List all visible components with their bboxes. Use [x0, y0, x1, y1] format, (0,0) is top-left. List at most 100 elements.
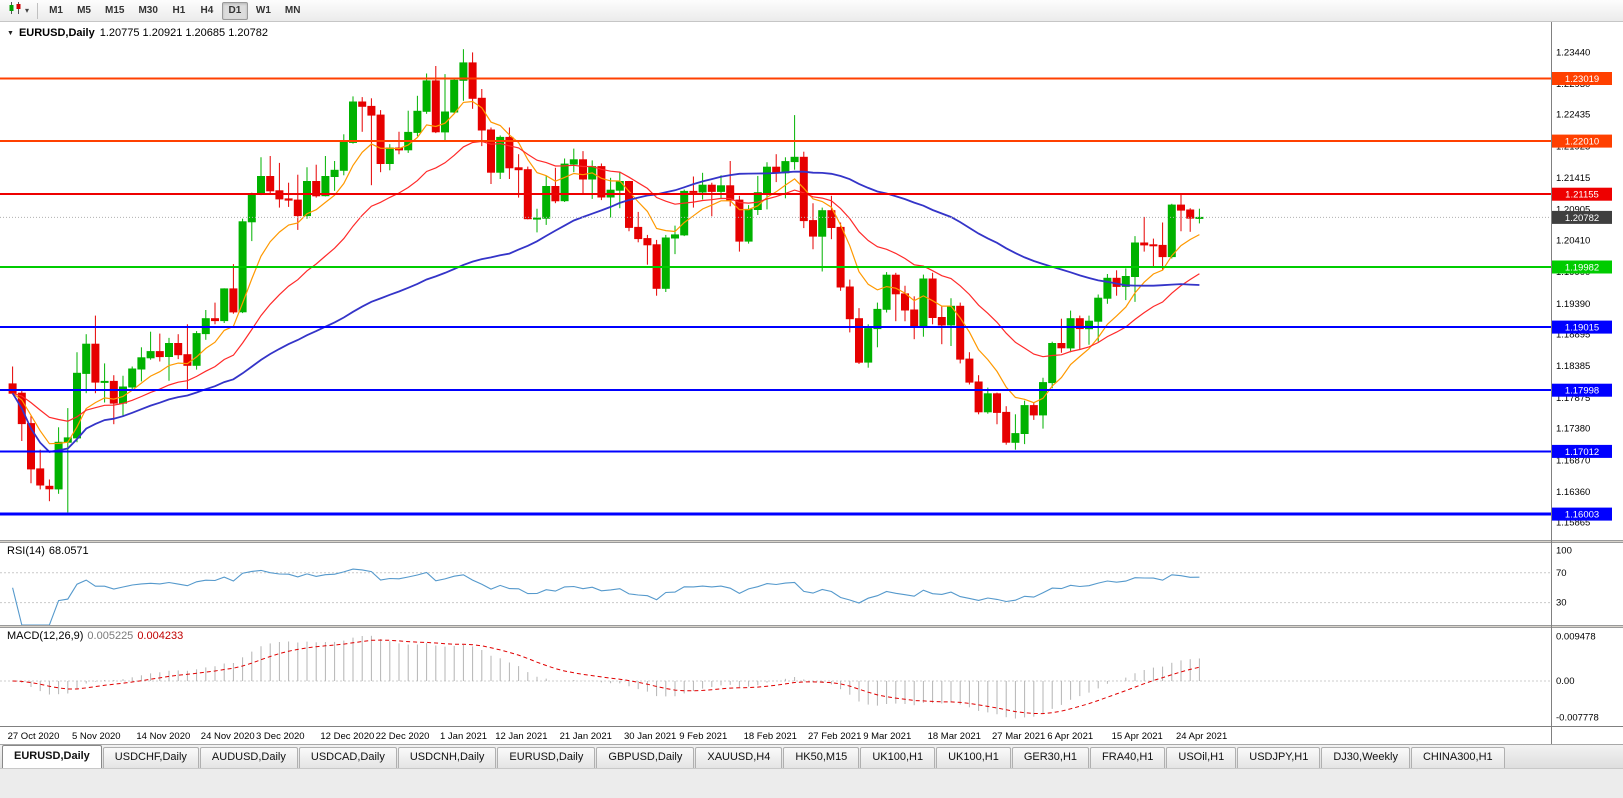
timeframe-button-d1[interactable]: D1	[221, 1, 248, 20]
chart-canvas[interactable]: 1.234401.229301.224351.219251.214151.209…	[0, 22, 1623, 744]
candle-body	[707, 184, 716, 192]
price-line-label: 1.16003	[1565, 510, 1599, 521]
macd-signal-line	[12, 639, 1200, 715]
timeframe-button-m30[interactable]: M30	[132, 2, 163, 20]
rsi-axis-label: 30	[1556, 598, 1567, 609]
chart-tab-gbpusd-daily[interactable]: GBPUSD,Daily	[596, 747, 695, 768]
chart-tab-china300-h1[interactable]: CHINA300,H1	[1410, 747, 1505, 768]
candle-body	[1131, 242, 1139, 277]
moving-average-8	[12, 100, 1200, 445]
candle-body	[744, 208, 753, 242]
candle	[974, 375, 983, 415]
chart-tab-audusd-daily[interactable]: AUDUSD,Daily	[199, 747, 298, 768]
chart-tab-uk100-h1[interactable]: UK100,H1	[860, 747, 936, 768]
candle	[560, 158, 569, 202]
date-label: 12 Dec 2020	[320, 731, 374, 742]
candle	[1177, 193, 1185, 232]
candle-body	[1085, 320, 1093, 330]
chart-tab-hk50-m15[interactable]: HK50,M15	[783, 747, 860, 768]
candle-body	[781, 161, 790, 174]
candle-body	[137, 357, 146, 370]
chart-tab-uk100-h1[interactable]: UK100,H1	[936, 747, 1011, 768]
candle-body	[303, 181, 311, 217]
candle	[901, 285, 909, 322]
ohlc-values: 1.20775 1.20921 1.20685 1.20782	[99, 27, 268, 39]
timeframe-toolbar: ▾ M1 M5 M15 M30 H1 H4 D1 W1 MN	[0, 0, 1623, 22]
candle	[211, 302, 219, 325]
date-label: 6 Apr 2021	[1047, 731, 1093, 742]
rsi-axis-label: 70	[1556, 568, 1567, 579]
macd-label: MACD(12,26,9) 0.005225 0.004233	[7, 630, 183, 642]
price-line-label: 1.17012	[1565, 447, 1599, 458]
time-axis[interactable]: 27 Oct 2020 5 Nov 2020 14 Nov 2020 24 Nov 2…	[8, 731, 1228, 742]
timeframe-button-mn[interactable]: MN	[279, 2, 307, 20]
macd-indicator-name: MACD(12,26,9)	[7, 630, 84, 642]
candle-body	[321, 176, 330, 197]
candle-body	[1195, 216, 1204, 219]
candle	[1048, 341, 1057, 389]
timeframe-button-w1[interactable]: W1	[250, 2, 277, 20]
panel-separator[interactable]	[0, 625, 1623, 628]
price-line-label: 1.17998	[1565, 386, 1599, 397]
candle	[146, 331, 155, 360]
candle	[744, 205, 753, 244]
candle	[855, 308, 863, 364]
date-label: 27 Feb 2021	[808, 731, 861, 742]
candle-body	[1057, 343, 1066, 349]
price-line-label: 1.22010	[1565, 137, 1599, 148]
candle	[634, 211, 643, 243]
chart-tab-usdchf-daily[interactable]: USDCHF,Daily	[102, 747, 199, 768]
timeframe-button-h4[interactable]: H4	[194, 2, 220, 20]
candle	[993, 392, 1001, 425]
candle-body	[569, 159, 578, 165]
chart-tab-usoil-h1[interactable]: USOil,H1	[1166, 747, 1237, 768]
candle-body	[597, 166, 606, 198]
chart-tab-xauusd-h4[interactable]: XAUUSD,H4	[695, 747, 783, 768]
price-axis-label: 1.23440	[1556, 47, 1590, 58]
candle-body	[937, 317, 946, 326]
candle-body	[661, 237, 670, 289]
timeframe-button-m1[interactable]: M1	[43, 2, 69, 20]
chart-tab-usdcnh-daily[interactable]: USDCNH,Daily	[397, 747, 497, 768]
candle	[928, 272, 937, 325]
candle	[625, 180, 633, 232]
date-label: 24 Apr 2021	[1176, 731, 1227, 742]
panel-separator[interactable]	[0, 540, 1623, 543]
chart-tab-fra40-h1[interactable]: FRA40,H1	[1090, 747, 1166, 768]
candle-body	[763, 166, 771, 194]
chart-window[interactable]: 1.234401.229301.224351.219251.214151.209…	[0, 22, 1623, 744]
chart-tab-usdcad-daily[interactable]: USDCAD,Daily	[298, 747, 397, 768]
candle-body	[1066, 318, 1075, 349]
candle	[229, 264, 238, 314]
candle	[321, 156, 330, 197]
candle-body	[413, 110, 422, 133]
candle-body	[809, 220, 817, 237]
candle	[965, 352, 974, 385]
candle	[1121, 268, 1130, 301]
candle-body	[1186, 209, 1195, 219]
chart-tab-eurusd-daily[interactable]: EURUSD,Daily	[2, 745, 102, 768]
date-label: 18 Mar 2021	[928, 731, 981, 742]
candle-body	[1002, 411, 1011, 443]
candle	[128, 366, 137, 391]
candle	[836, 222, 845, 291]
candle-body	[459, 62, 468, 81]
chart-dropdown-icon[interactable]: ▼	[7, 29, 14, 37]
candle-body	[827, 210, 836, 228]
timeframe-button-m15[interactable]: M15	[99, 2, 130, 20]
candle-body	[422, 80, 431, 112]
date-label: 3 Dec 2020	[256, 731, 305, 742]
rsi-line	[12, 568, 1200, 626]
chart-type-control[interactable]: ▾	[4, 1, 32, 20]
candle-body	[376, 114, 385, 164]
timeframe-button-m5[interactable]: M5	[71, 2, 97, 20]
chart-tab-eurusd-daily[interactable]: EURUSD,Daily	[497, 747, 596, 768]
candle-body	[146, 351, 155, 359]
timeframe-button-h1[interactable]: H1	[166, 2, 192, 20]
candle	[312, 164, 321, 198]
chart-tab-dj30-weekly[interactable]: DJ30,Weekly	[1321, 747, 1410, 768]
candle	[468, 52, 477, 109]
chart-tab-ger30-h1[interactable]: GER30,H1	[1011, 747, 1090, 768]
chart-tab-usdjpy-h1[interactable]: USDJPY,H1	[1237, 747, 1321, 768]
candle-body	[109, 380, 118, 404]
